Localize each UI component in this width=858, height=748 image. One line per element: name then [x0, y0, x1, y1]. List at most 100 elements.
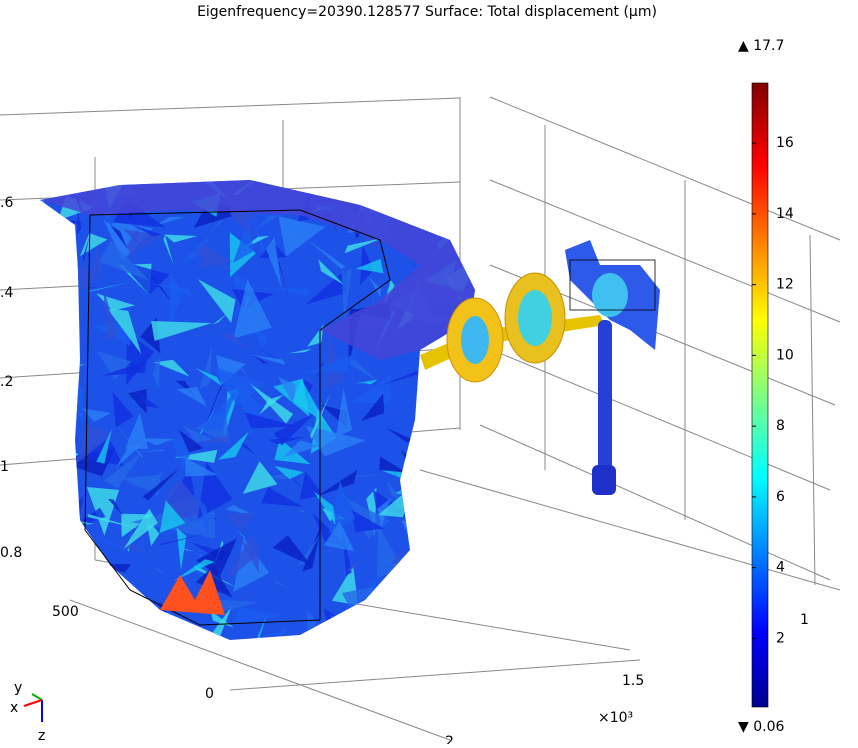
facet — [40, 368, 54, 372]
colorbar-max: ▲ 17.7 — [738, 38, 784, 54]
colorbar-tick-label: 4 — [776, 560, 785, 576]
axis-exponent: ×10³ — [598, 710, 633, 726]
facet — [407, 480, 420, 511]
facet — [486, 564, 501, 604]
colorbar-tick-label: 14 — [776, 206, 794, 222]
facet — [452, 614, 456, 645]
facet — [37, 550, 85, 563]
facet — [417, 568, 445, 595]
facet — [485, 541, 505, 569]
facet — [87, 629, 90, 661]
axis-triad: y x z — [10, 680, 45, 744]
facet — [468, 630, 488, 637]
facet — [434, 596, 449, 627]
axis-label: 1 — [0, 459, 9, 475]
facet — [3, 230, 51, 277]
facet — [423, 432, 439, 474]
facet — [22, 446, 61, 474]
facet — [22, 322, 60, 335]
axis-label: 0 — [205, 686, 214, 702]
facet — [377, 597, 392, 624]
facet — [421, 404, 466, 444]
axis-label: 500 — [52, 604, 79, 620]
facet — [451, 169, 457, 219]
facet — [54, 339, 76, 399]
facet — [172, 162, 203, 182]
facet — [358, 625, 382, 656]
facet — [385, 632, 439, 658]
facet — [441, 495, 462, 501]
facet — [60, 173, 110, 187]
facet — [28, 416, 61, 435]
facet — [31, 161, 65, 195]
colorbar-tick-label: 10 — [776, 347, 794, 363]
facet — [466, 222, 475, 251]
colorbar-tick-label: 2 — [776, 630, 785, 646]
facet — [70, 559, 98, 592]
plot-title: Eigenfrequency=20390.128577 Surface: Tot… — [197, 4, 657, 20]
facet — [427, 569, 448, 605]
facet — [112, 608, 159, 625]
facet — [62, 233, 77, 235]
colorbar-min: ▼ 0.06 — [738, 719, 784, 735]
facet — [99, 645, 107, 659]
colorbar — [752, 83, 768, 707]
colorbar-tick-label: 16 — [776, 135, 794, 151]
facet — [24, 550, 53, 584]
facet — [375, 592, 405, 602]
colorbar-tick-label: 12 — [776, 277, 794, 293]
facet — [377, 649, 381, 657]
axis-label: .6 — [0, 195, 13, 211]
axis-label: 1.5 — [622, 673, 644, 689]
facet — [414, 414, 433, 464]
body-surface — [3, 142, 514, 666]
facet — [463, 548, 470, 608]
axis-label: .2 — [0, 374, 13, 390]
facet — [55, 559, 80, 576]
facet — [414, 470, 452, 513]
axis-label: 2 — [445, 734, 454, 744]
facet — [471, 444, 498, 468]
facet — [455, 225, 483, 261]
facet — [411, 408, 446, 424]
axis-label: .4 — [0, 285, 13, 301]
facet — [46, 275, 80, 290]
facet — [56, 245, 71, 246]
facet — [89, 564, 131, 573]
facet — [420, 605, 457, 636]
facet — [406, 509, 439, 511]
triad-label: y — [14, 680, 22, 696]
facet — [441, 618, 478, 662]
triad-label: x — [10, 700, 18, 716]
facet — [35, 171, 46, 183]
facet — [126, 607, 137, 636]
facet — [230, 152, 243, 162]
facet — [93, 592, 111, 624]
facet — [44, 310, 75, 356]
facet — [4, 589, 55, 614]
facet — [436, 165, 469, 187]
facet — [22, 636, 63, 652]
colorbar-tick-label: 8 — [776, 418, 785, 434]
facet — [24, 309, 46, 336]
facet — [447, 487, 456, 529]
facet — [33, 461, 59, 522]
facet — [40, 449, 72, 498]
facet — [30, 212, 58, 241]
facet — [430, 430, 431, 441]
facet — [44, 487, 74, 502]
facet — [452, 468, 477, 496]
facet — [415, 386, 472, 405]
facet — [48, 496, 83, 526]
facet — [400, 586, 418, 624]
facet — [404, 487, 413, 497]
facet — [473, 594, 496, 616]
facet — [54, 351, 68, 393]
facet — [34, 416, 69, 466]
facet — [18, 550, 49, 561]
facet — [459, 154, 486, 190]
facet — [453, 413, 455, 416]
facet — [404, 579, 455, 602]
facet — [107, 142, 136, 170]
